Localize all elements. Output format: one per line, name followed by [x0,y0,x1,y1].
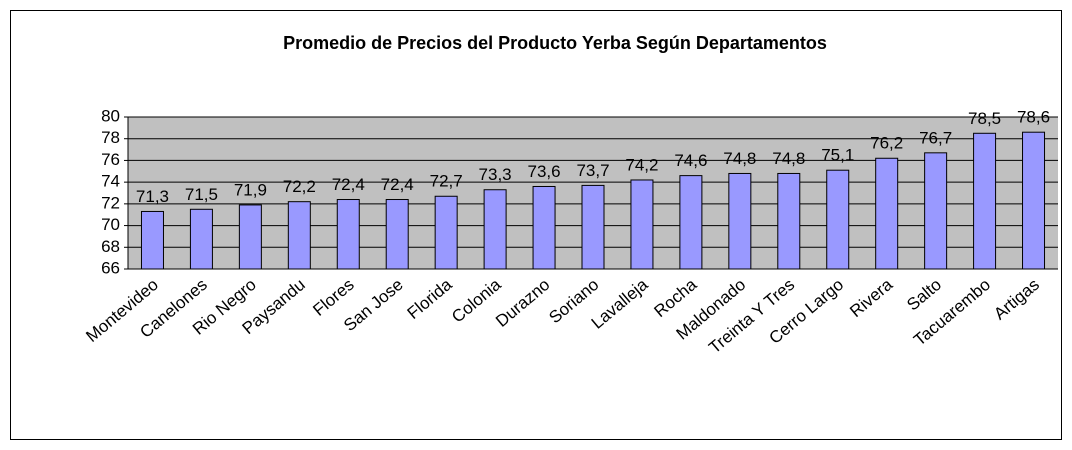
data-label: 73,6 [528,162,561,181]
y-tick-label: 76 [101,150,120,169]
bar [434,195,458,270]
bar [287,201,311,270]
data-label: 71,9 [234,180,267,199]
bar [581,184,605,270]
data-label: 72,7 [430,172,463,191]
data-label: 73,3 [479,165,512,184]
y-tick-label: 66 [101,258,120,277]
y-tick-label: 72 [101,193,120,212]
data-label: 76,7 [919,128,952,147]
data-label: 72,4 [332,175,365,194]
bar [630,179,654,270]
data-label: 78,6 [1017,108,1050,127]
data-label: 71,5 [185,185,218,204]
data-label: 76,2 [870,134,903,153]
bar [679,175,703,270]
bar [238,204,262,270]
data-label: 75,1 [821,146,854,165]
y-tick-label: 70 [101,215,120,234]
bar [875,157,899,270]
bar [777,172,801,270]
bar [1022,131,1046,270]
y-tick-label: 78 [101,128,120,147]
bar [532,185,556,270]
data-label: 73,7 [576,161,609,180]
bar [385,199,409,270]
bar [924,152,948,270]
bar [336,199,360,270]
bar [973,132,997,270]
data-label: 74,8 [772,149,805,168]
y-tick-label: 80 [101,106,120,125]
bar [140,210,164,270]
bar [728,172,752,270]
data-label: 74,6 [674,151,707,170]
data-label: 72,4 [381,175,414,194]
data-label: 78,5 [968,109,1001,128]
data-label: 74,8 [723,149,756,168]
data-label: 71,3 [136,187,169,206]
bar [483,189,507,270]
bar [189,208,213,270]
data-label: 74,2 [625,155,658,174]
y-tick-label: 74 [101,172,120,191]
data-label: 72,2 [283,177,316,196]
bar [826,169,850,270]
chart-title: Promedio de Precios del Producto Yerba S… [283,33,827,53]
y-tick-label: 68 [101,237,120,256]
